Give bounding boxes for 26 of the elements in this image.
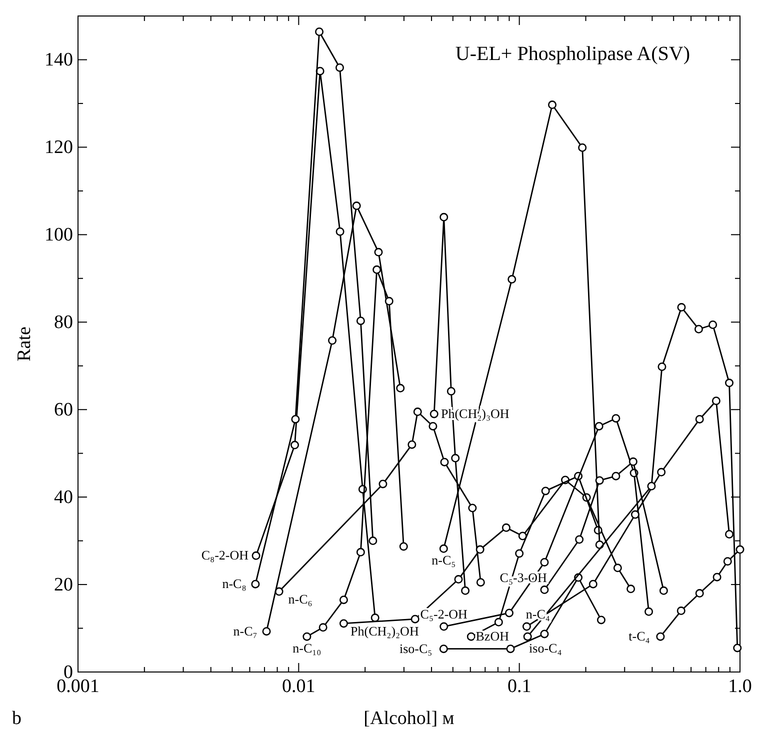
series-label: n-C₇	[233, 623, 258, 638]
series-label: C₅-2-OH	[420, 606, 468, 622]
x-axis-title: [Alcohol] ᴍ	[364, 708, 454, 729]
y-tick-label: 20	[54, 574, 73, 596]
y-tick-label: 40	[54, 487, 73, 508]
series-label: C₈-2-OH	[201, 548, 249, 563]
series-label: iso-C₅	[400, 640, 432, 656]
x-tick-label: 0.1	[507, 676, 532, 697]
x-tick-label: 1.0	[728, 676, 752, 697]
series-label: n-C₈	[222, 576, 246, 592]
text: U-EL+ Phospholipase A(SV)	[455, 43, 690, 65]
y-tick-label: 100	[44, 224, 73, 246]
series-label: Ph(CH₂)₂OH	[350, 623, 419, 638]
y-axis-title: Rate	[14, 326, 35, 362]
y-tick-label: 120	[44, 137, 73, 158]
series-label: t-C₄	[628, 628, 650, 644]
series-label: n-C₆	[288, 592, 312, 607]
y-tick-label: 80	[54, 312, 73, 334]
text: b	[12, 708, 22, 729]
series-label: iso-C₄	[529, 640, 562, 656]
series-label: n-C₁₀	[292, 640, 322, 656]
x-tick-label: 0.01	[282, 676, 316, 697]
y-tick-label: 60	[54, 400, 73, 421]
y-tick-label: 140	[44, 50, 73, 71]
series-label: BzOH	[476, 628, 509, 644]
series-label: n-C₅	[432, 552, 456, 568]
